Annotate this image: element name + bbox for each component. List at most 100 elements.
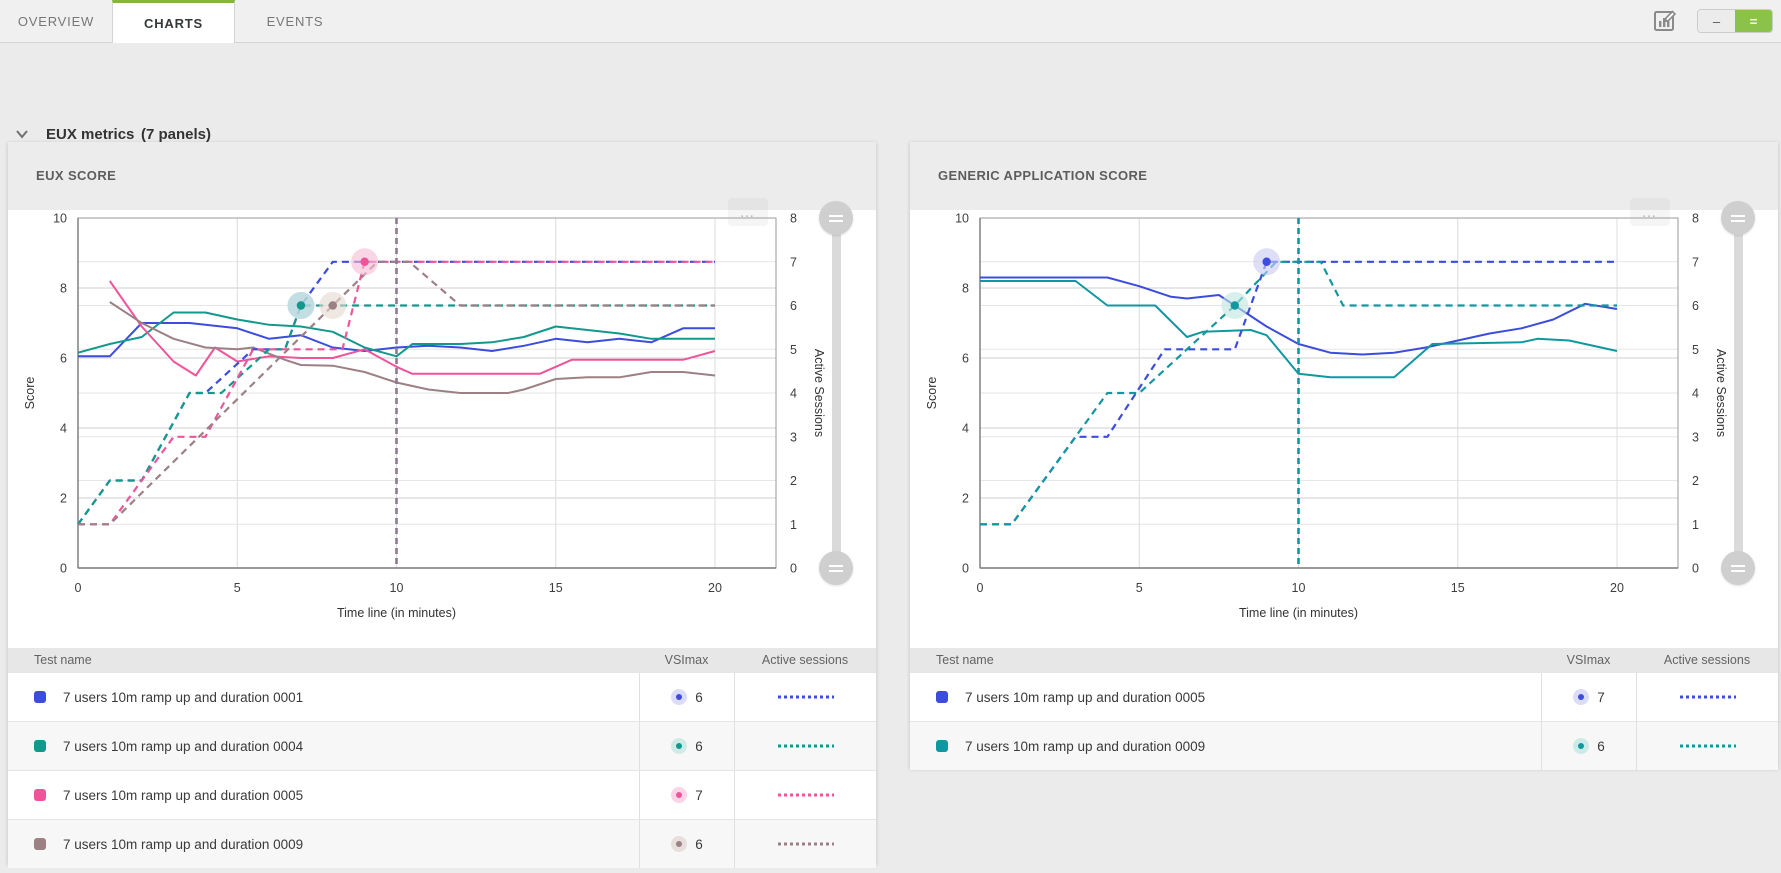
vsimax-marker-icon [671, 689, 688, 705]
vsimax-marker-icon [1573, 689, 1590, 705]
score-tick-label: 8 [60, 282, 67, 296]
vsimax-value: 7 [695, 787, 703, 803]
sessions-tick-label: 1 [790, 518, 797, 532]
score-line-7-users-10m-ramp-up-and-duration-0005[interactable] [980, 276, 1618, 356]
vsimax-marker-icon [671, 738, 688, 754]
score-line-7-users-10m-ramp-up-and-duration-0009[interactable] [980, 280, 1618, 379]
series-color-swatch [34, 691, 46, 703]
active-sessions-line-sample [777, 793, 834, 797]
panel-generic-application-score: GENERIC APPLICATION SCORE … 0 5 10 15 20 0 2 4 6… [910, 142, 1778, 770]
expanded-view-button[interactable]: = [1735, 10, 1772, 32]
series-color-swatch [936, 740, 948, 752]
sessions-tick-label: 8 [1692, 212, 1699, 226]
test-name: 7 users 10m ramp up and duration 0009 [965, 738, 1206, 754]
score-tick-label: 0 [962, 562, 969, 576]
sessions-tick-label: 4 [790, 387, 797, 401]
sessions-axis-title: Active Sessions [1714, 349, 1728, 437]
score-tick-label: 4 [962, 422, 969, 436]
column-header-test-name: Test name [34, 653, 92, 667]
vsimax-marker-icon [671, 836, 688, 852]
sessions-tick-label: 8 [790, 212, 797, 226]
x-tick-label: 0 [75, 581, 82, 595]
test-name: 7 users 10m ramp up and duration 0001 [63, 689, 304, 705]
test-name: 7 users 10m ramp up and duration 0005 [63, 787, 304, 803]
legend-table-row[interactable]: 7 users 10m ramp up and duration 0009 6 [8, 819, 876, 868]
sessions-tick-label: 7 [1692, 255, 1699, 269]
vsimax-marker-dot[interactable] [360, 257, 369, 266]
sessions-line-0005-active-sessions[interactable] [78, 260, 715, 526]
score-tick-label: 6 [962, 352, 969, 366]
panel-header: EUX SCORE [8, 142, 876, 210]
sessions-line-0009-active-sessions[interactable] [78, 260, 715, 526]
x-tick-label: 10 [390, 581, 404, 595]
score-tick-label: 2 [962, 492, 969, 506]
panel-menu-button[interactable]: … [1630, 198, 1670, 226]
score-axis-title: Score [925, 377, 939, 410]
legend-table-header: Test name VSImax Active sessions [8, 648, 876, 672]
column-header-vsimax: VSImax [1566, 653, 1611, 667]
vsimax-marker-dot[interactable] [1230, 301, 1239, 310]
section-panel-count: (7 panels) [141, 126, 212, 143]
score-line-7-users-10m-ramp-up-and-duration-0001[interactable] [78, 322, 715, 358]
column-header-vsimax: VSImax [664, 653, 709, 667]
tab-events[interactable]: EVENTS [266, 13, 324, 29]
slider-handle-top[interactable] [819, 201, 853, 235]
slider-handle-bottom[interactable] [819, 551, 853, 585]
sessions-line-0001-active-sessions[interactable] [77, 260, 715, 525]
sessions-axis-title: Active Sessions [812, 349, 826, 437]
active-sessions-line-sample [777, 695, 834, 699]
chart-edit-icon[interactable] [1652, 8, 1678, 34]
series-color-swatch [34, 740, 46, 752]
vsimax-value: 6 [695, 836, 703, 852]
legend-table: Test name VSImax Active sessions 7 users… [910, 648, 1778, 770]
score-line-7-users-10m-ramp-up-and-duration-0005[interactable] [108, 280, 716, 377]
panel-menu-button[interactable]: … [728, 198, 768, 226]
tab-bar: OVERVIEW CHARTS EVENTS – = [0, 0, 1781, 43]
score-line-7-users-10m-ramp-up-and-duration-0004[interactable] [77, 311, 715, 358]
test-name: 7 users 10m ramp up and duration 0004 [63, 738, 304, 754]
panel-eux-score: EUX SCORE … 0 5 10 15 20 0 2 4 6 8 10 0 1 2 3 4 5 6 7 8 Time… [8, 142, 876, 868]
x-tick-label: 5 [234, 581, 241, 595]
test-name: 7 users 10m ramp up and duration 0005 [965, 689, 1206, 705]
sessions-line-0004-active-sessions[interactable] [77, 304, 715, 525]
chevron-down-icon[interactable] [12, 124, 32, 144]
vsimax-marker-dot[interactable] [1262, 257, 1271, 266]
vsimax-marker-dot[interactable] [328, 301, 337, 310]
legend-table-header: Test name VSImax Active sessions [910, 648, 1778, 672]
legend-table-row[interactable]: 7 users 10m ramp up and duration 0009 6 [910, 721, 1778, 770]
vsimax-value: 7 [1597, 689, 1605, 705]
legend-table-row[interactable]: 7 users 10m ramp up and duration 0004 6 [8, 721, 876, 770]
slider-handle-top[interactable] [1721, 201, 1755, 235]
tab-overview[interactable]: OVERVIEW [17, 13, 95, 29]
vsimax-value: 6 [695, 738, 703, 754]
column-header-active-sessions: Active sessions [761, 653, 849, 667]
vsimax-marker-icon [671, 787, 688, 803]
sessions-axis-slider-track[interactable] [1734, 218, 1743, 568]
column-header-active-sessions: Active sessions [1663, 653, 1751, 667]
sessions-tick-label: 2 [1692, 474, 1699, 488]
score-tick-label: 4 [60, 422, 67, 436]
sessions-tick-label: 3 [790, 430, 797, 444]
vsimax-value: 6 [695, 689, 703, 705]
sessions-tick-label: 5 [1692, 343, 1699, 357]
generic-application-score-chart: 0 5 10 15 20 0 2 4 6 8 10 0 1 2 3 4 5 6 7 8 Time line (in mi… [925, 212, 1728, 621]
x-tick-label: 20 [1610, 581, 1624, 595]
eux-score-chart: 0 5 10 15 20 0 2 4 6 8 10 0 1 2 3 4 5 6 7 8 Time line (in mi… [23, 212, 826, 621]
legend-table: Test name VSImax Active sessions 7 users… [8, 648, 876, 868]
sessions-tick-label: 4 [1692, 387, 1699, 401]
tab-charts[interactable]: CHARTS [112, 0, 235, 43]
panel-title: EUX SCORE [36, 168, 117, 183]
compact-view-button[interactable]: – [1698, 10, 1735, 32]
sessions-tick-label: 0 [1692, 562, 1699, 576]
sessions-axis-slider-track[interactable] [832, 218, 841, 568]
legend-table-row[interactable]: 7 users 10m ramp up and duration 0005 7 [910, 672, 1778, 721]
vsimax-marker-dot[interactable] [296, 301, 306, 310]
legend-table-row[interactable]: 7 users 10m ramp up and duration 0005 7 [8, 770, 876, 819]
legend-table-row[interactable]: 7 users 10m ramp up and duration 0001 6 [8, 672, 876, 721]
sessions-line-0009-active-sessions[interactable] [980, 260, 1617, 526]
x-axis-title: Time line (in minutes) [337, 606, 456, 620]
score-axis-title: Score [23, 377, 37, 410]
x-axis-title: Time line (in minutes) [1239, 606, 1358, 620]
sessions-tick-label: 2 [790, 474, 797, 488]
slider-handle-bottom[interactable] [1721, 551, 1755, 585]
